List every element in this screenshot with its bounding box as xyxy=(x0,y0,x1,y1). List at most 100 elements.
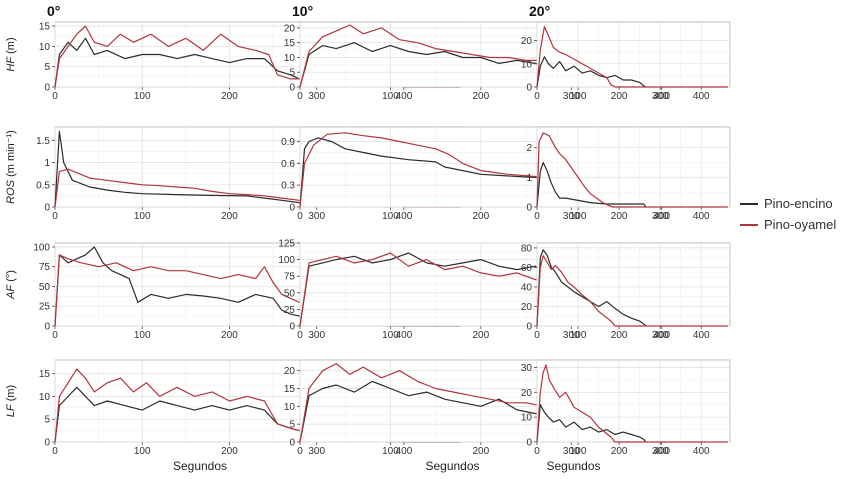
column-title-1: 10° xyxy=(292,3,313,19)
y-tick-label: 10 xyxy=(39,392,51,403)
row-label-2-var: AF xyxy=(5,284,17,300)
x-tick-label: 300 xyxy=(563,91,580,102)
x-tick-label: 100 xyxy=(134,446,151,457)
x-tick-label: 200 xyxy=(611,91,628,102)
y-tick-label: 20 xyxy=(521,36,533,47)
series-line-pino-encino xyxy=(536,249,647,327)
x-tick-label: 400 xyxy=(653,330,670,341)
y-tick-label: 20 xyxy=(521,302,533,313)
panel-frame xyxy=(536,359,731,443)
y-tick-label: 2 xyxy=(526,143,532,154)
x-tick-label: 200 xyxy=(473,91,490,102)
x-tick-label: 400 xyxy=(693,446,710,457)
y-tick-label: 15 xyxy=(39,22,51,33)
x-tick-label: 100 xyxy=(134,330,151,341)
y-tick-label: 15 xyxy=(39,369,51,380)
y-tick-label: 15 xyxy=(284,384,296,395)
x-tick-label: 300 xyxy=(308,446,325,457)
x-axis-label-0: Segundos xyxy=(173,459,227,473)
row-label-2: AF (°) xyxy=(5,270,17,300)
y-tick-label: 5 xyxy=(44,415,50,426)
y-tick-label: 0 xyxy=(44,322,50,333)
row-label-1-var: ROS xyxy=(5,179,17,204)
x-tick-label: 100 xyxy=(382,330,399,341)
y-tick-label: 0 xyxy=(289,203,295,214)
x-tick-label: 100 xyxy=(570,330,587,341)
y-tick-label: 5 xyxy=(289,420,295,431)
x-tick-label: 400 xyxy=(693,211,710,222)
series-line-pino-encino xyxy=(536,404,647,443)
legend-label-pino-oyamel: Pino-oyamel xyxy=(764,217,837,232)
x-tick-label: 0 xyxy=(297,330,303,341)
y-tick-label: 25 xyxy=(284,305,296,316)
x-tick-label: 100 xyxy=(382,211,399,222)
panel-frame xyxy=(536,126,731,208)
x-tick-label: 0 xyxy=(534,446,540,457)
row-label-3-var: LF xyxy=(5,403,17,417)
x-tick-label: 0 xyxy=(52,330,58,341)
y-tick-label: 10 xyxy=(284,53,296,64)
legend-item-pino-encino: Pino-encino xyxy=(740,193,836,214)
row-label-2-unit: (°) xyxy=(5,270,17,285)
x-tick-label: 100 xyxy=(382,446,399,457)
y-tick-label: 20 xyxy=(284,23,296,34)
y-tick-label: 100 xyxy=(33,242,50,253)
x-tick-label: 200 xyxy=(221,330,238,341)
x-tick-label: 400 xyxy=(396,211,413,222)
x-tick-label: 400 xyxy=(653,211,670,222)
x-tick-label: 400 xyxy=(396,446,413,457)
legend-label-pino-encino: Pino-encino xyxy=(764,196,833,211)
x-tick-label: 200 xyxy=(473,330,490,341)
series-line-pino-oyamel xyxy=(536,255,728,327)
x-tick-label: 200 xyxy=(611,446,628,457)
row-label-3-unit: (m) xyxy=(5,385,17,405)
y-tick-label: 20 xyxy=(284,366,296,377)
y-tick-label: 40 xyxy=(521,282,533,293)
x-tick-label: 300 xyxy=(308,330,325,341)
x-tick-label: 400 xyxy=(693,330,710,341)
y-tick-label: 1 xyxy=(526,173,532,184)
x-tick-label: 100 xyxy=(570,91,587,102)
x-tick-label: 0 xyxy=(297,446,303,457)
y-tick-label: 0 xyxy=(526,322,532,333)
x-tick-label: 200 xyxy=(611,211,628,222)
y-tick-label: 0.3 xyxy=(281,181,295,192)
x-tick-label: 100 xyxy=(570,446,587,457)
column-title-0: 0° xyxy=(47,3,60,19)
row-label-3: LF (m) xyxy=(5,385,17,417)
series-line-pino-encino xyxy=(536,56,647,88)
y-tick-label: 60 xyxy=(521,263,533,274)
x-tick-label: 300 xyxy=(308,91,325,102)
y-tick-label: 5 xyxy=(289,68,295,79)
x-tick-label: 400 xyxy=(396,91,413,102)
x-tick-label: 100 xyxy=(382,91,399,102)
y-tick-label: 1 xyxy=(44,158,50,169)
y-tick-label: 0 xyxy=(289,322,295,333)
y-tick-label: 0 xyxy=(526,438,532,449)
x-tick-label: 0 xyxy=(297,211,303,222)
x-tick-label: 400 xyxy=(653,446,670,457)
x-tick-label: 0 xyxy=(52,211,58,222)
row-label-1: ROS (m min⁻¹) xyxy=(5,130,17,204)
legend-swatch-pino-oyamel xyxy=(740,223,758,226)
row-label-1-unit: (m min⁻¹) xyxy=(5,130,17,180)
y-tick-label: 125 xyxy=(278,239,295,250)
x-tick-label: 300 xyxy=(563,446,580,457)
y-tick-label: 0.6 xyxy=(281,159,295,170)
x-tick-label: 200 xyxy=(221,446,238,457)
y-tick-label: 15 xyxy=(284,38,296,49)
x-tick-label: 0 xyxy=(297,91,303,102)
x-tick-label: 300 xyxy=(652,330,669,341)
x-tick-label: 0 xyxy=(534,211,540,222)
y-tick-label: 50 xyxy=(284,288,296,299)
x-tick-label: 400 xyxy=(396,330,413,341)
y-tick-label: 0.9 xyxy=(281,137,295,148)
y-tick-label: 20 xyxy=(521,388,533,399)
x-tick-label: 200 xyxy=(473,446,490,457)
x-tick-label: 300 xyxy=(652,91,669,102)
y-tick-label: 10 xyxy=(39,42,51,53)
x-tick-label: 300 xyxy=(652,446,669,457)
